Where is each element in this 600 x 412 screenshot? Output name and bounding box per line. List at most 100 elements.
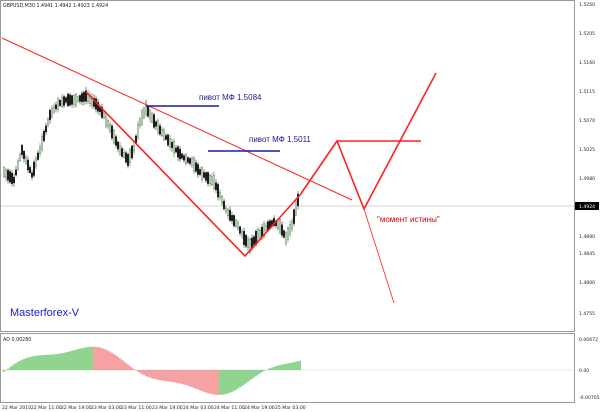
candle-body <box>105 112 107 127</box>
candle-body <box>5 169 7 179</box>
candle-body <box>199 169 201 175</box>
candle-body <box>33 161 35 176</box>
price-label: 1.5070 <box>579 118 595 124</box>
candle-body <box>157 120 159 134</box>
time-label: 25 Mar 03:00 <box>275 405 306 411</box>
price-label: 1.4980 <box>579 176 595 182</box>
candle-body <box>163 129 165 141</box>
indicator-axis-label: 0.00 <box>579 368 589 374</box>
pivot-label-2: пивот МФ 1.5011 <box>249 135 311 144</box>
candle-body <box>95 98 97 110</box>
candle-body <box>31 172 33 178</box>
price-label: 1.4890 <box>579 234 595 240</box>
time-label: 24 Mar 03:00 <box>183 405 214 411</box>
candle-body <box>41 136 43 150</box>
time-label: 22 Mar 11:00 <box>31 405 62 411</box>
candle-body <box>221 196 223 204</box>
indicator-label: AO 0.00280 <box>3 337 31 343</box>
candle-body <box>141 110 143 125</box>
candle-body <box>241 231 243 237</box>
time-label: 23 Mar 11:00 <box>121 405 152 411</box>
candle-body <box>9 171 11 183</box>
candle-body <box>265 225 267 231</box>
candle-body <box>249 238 251 254</box>
candle-body <box>129 149 131 163</box>
candle-body <box>85 90 87 102</box>
candle-body <box>49 109 51 121</box>
candle-body <box>263 223 265 237</box>
candle-body <box>21 145 23 155</box>
candle-body <box>53 106 55 113</box>
candle-body <box>121 148 123 157</box>
candle-body <box>131 145 133 159</box>
candle-body <box>63 96 65 106</box>
candle-body <box>225 207 227 213</box>
candle-body <box>287 227 289 240</box>
price-label: 1.4800 <box>579 280 595 286</box>
candle-body <box>27 159 29 171</box>
candle-body <box>79 95 81 102</box>
price-label: 1.5205 <box>579 31 595 37</box>
candle-body <box>7 170 9 181</box>
pivot-label-1: пивот МФ 1.5084 <box>199 93 262 102</box>
candle-body <box>151 113 153 123</box>
candle-body <box>89 94 91 104</box>
zigzag-down <box>85 91 301 258</box>
candle-body <box>191 158 193 166</box>
candle-body <box>285 232 287 244</box>
candle-body <box>3 167 5 177</box>
ao-histogram <box>3 346 301 395</box>
candle-body <box>169 138 171 147</box>
candle-body <box>223 200 225 210</box>
price-label: 1.4845 <box>579 251 595 257</box>
candle-body <box>111 125 113 139</box>
candle-body <box>189 158 191 164</box>
candle-body <box>165 135 167 140</box>
symbol-header: GBPUSD,M30 1.4941 1.4942 1.4923 1.4924 <box>3 3 108 9</box>
candle-body <box>97 102 99 112</box>
candle-body <box>181 153 183 159</box>
candle-body <box>51 107 53 117</box>
candle-body <box>71 95 73 105</box>
candle-body <box>201 167 203 180</box>
candle-body <box>283 230 285 238</box>
time-axis: 22 Mar 2010 22 Mar 11:00 22 Mar 19:00 23… <box>2 405 306 411</box>
candle-body <box>185 154 187 164</box>
candle-body <box>29 167 31 173</box>
candle-body <box>167 134 169 146</box>
candle-body <box>125 152 127 163</box>
candle-body <box>231 215 233 221</box>
candle-body <box>15 169 17 176</box>
candle-body <box>123 152 125 158</box>
candle-body <box>175 147 177 153</box>
candle-body <box>119 145 121 155</box>
candle-body <box>261 226 263 238</box>
price-label: 1.5025 <box>579 147 595 153</box>
candle-body <box>25 156 27 164</box>
candle-body <box>69 94 71 106</box>
candle-body <box>65 97 67 103</box>
candle-body <box>159 125 161 135</box>
candle-body <box>45 125 47 133</box>
candle-body <box>295 201 297 216</box>
candle-body <box>147 106 149 117</box>
price-label: 1.5160 <box>579 60 595 66</box>
candle-body <box>183 155 185 161</box>
candle-body <box>207 172 209 184</box>
candle-body <box>107 120 109 127</box>
candle-body <box>13 176 15 184</box>
candle-body <box>115 136 117 146</box>
candle-body <box>75 94 77 106</box>
candle-body <box>91 95 93 106</box>
candle-body <box>113 129 115 144</box>
candle-body <box>177 146 179 158</box>
candle-body <box>195 162 197 172</box>
candle-body <box>229 209 231 221</box>
candle-body <box>145 101 147 115</box>
candle-body <box>291 220 293 230</box>
time-label: 24 Mar 19:00 <box>244 405 275 411</box>
candle-body <box>211 176 213 186</box>
time-label: 24 Mar 11:00 <box>214 405 245 411</box>
candle-body <box>103 111 105 119</box>
